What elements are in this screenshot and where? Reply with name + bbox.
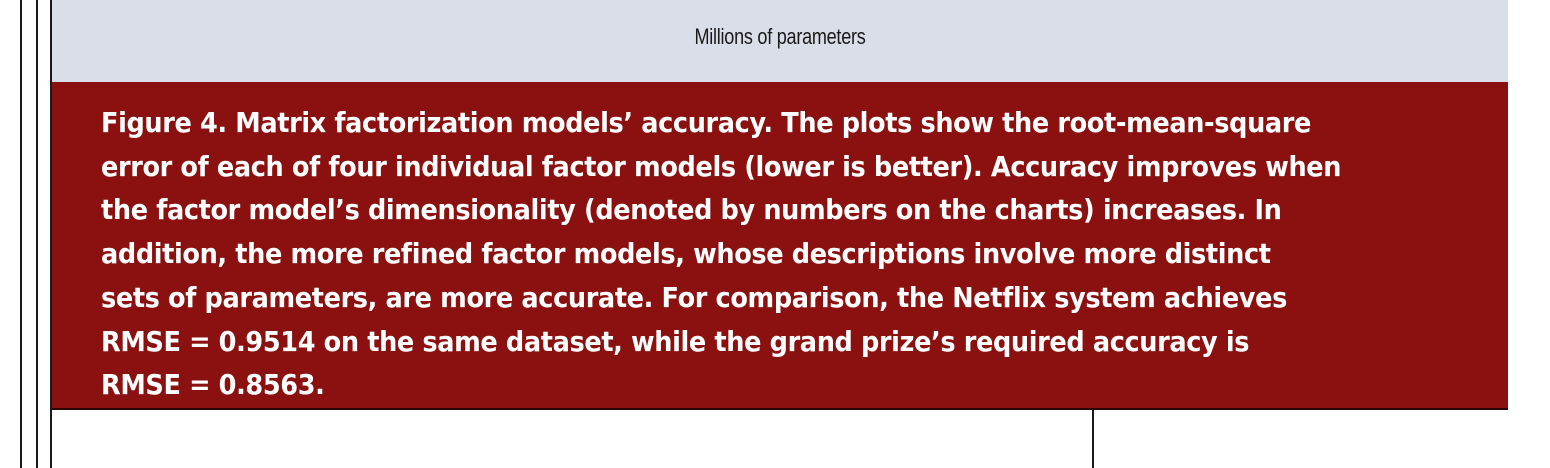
column-rule <box>1092 410 1094 468</box>
caption-line: Figure 4. Matrix factorization models’ a… <box>101 107 1312 139</box>
margin-rule <box>50 0 52 468</box>
caption-line: sets of parameters, are more accurate. F… <box>101 281 1287 314</box>
figure-caption: Figure 4. Matrix factorization models’ a… <box>52 82 1508 410</box>
caption-line: RMSE = 0.8563. <box>101 369 325 402</box>
caption-line: addition, the more refined factor models… <box>101 238 1271 271</box>
chart-area: Millions of parameters <box>52 0 1508 82</box>
caption-line: RMSE = 0.9514 on the same dataset, while… <box>101 325 1250 358</box>
caption-line: the factor model’s dimensionality (denot… <box>101 194 1282 227</box>
margin-rule <box>36 0 38 468</box>
x-axis-label: Millions of parameters <box>694 24 866 49</box>
caption-line: error of each of four individual factor … <box>101 150 1342 183</box>
margin-rule <box>20 0 22 468</box>
caption-text: Figure 4. Matrix factorization models’ a… <box>101 102 1501 408</box>
